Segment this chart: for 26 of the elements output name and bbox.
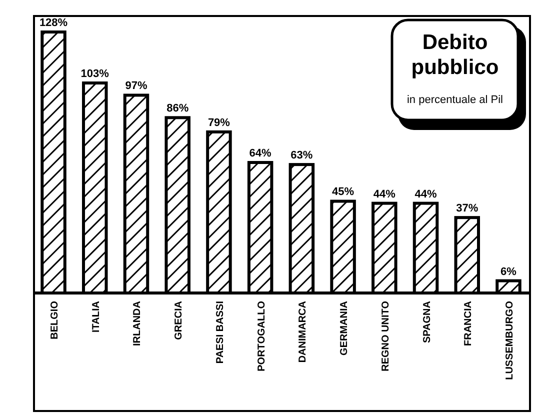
data-label: 103%	[80, 68, 110, 80]
x-tick-label: REGNO UNITO	[380, 300, 392, 372]
data-label: 86%	[166, 102, 189, 115]
data-label: 63%	[290, 150, 313, 162]
x-tick-label: IRLANDA	[132, 301, 144, 346]
data-label: 45%	[332, 186, 354, 198]
data-label: 44%	[373, 188, 396, 200]
data-label: 6%	[500, 266, 517, 278]
x-tick-label: FRANCIA	[463, 301, 474, 346]
x-tick-label: DANIMARCA	[298, 301, 309, 363]
data-label: 79%	[208, 116, 230, 129]
data-label: 64%	[249, 148, 272, 160]
data-label: 128%	[39, 17, 68, 29]
data-label: 97%	[125, 80, 148, 92]
x-tick-label: ITALIA	[90, 301, 102, 332]
x-tick-label: PAESI BASSI	[214, 300, 226, 364]
data-label: 37%	[456, 202, 478, 215]
x-tick-label: SPAGNA	[422, 301, 433, 344]
text: Debito pubblico	[411, 31, 499, 79]
x-tick-label: GRECIA	[174, 301, 185, 340]
x-tick-label: PORTOGALLO	[256, 300, 268, 372]
x-tick-label: BELGIO	[50, 300, 61, 340]
x-tick-label: GERMANIA	[339, 301, 350, 356]
text: in percentuale al Pil	[406, 94, 504, 106]
data-label: 44%	[414, 188, 437, 200]
x-tick-label: LUSSEMBURGO	[504, 300, 516, 380]
